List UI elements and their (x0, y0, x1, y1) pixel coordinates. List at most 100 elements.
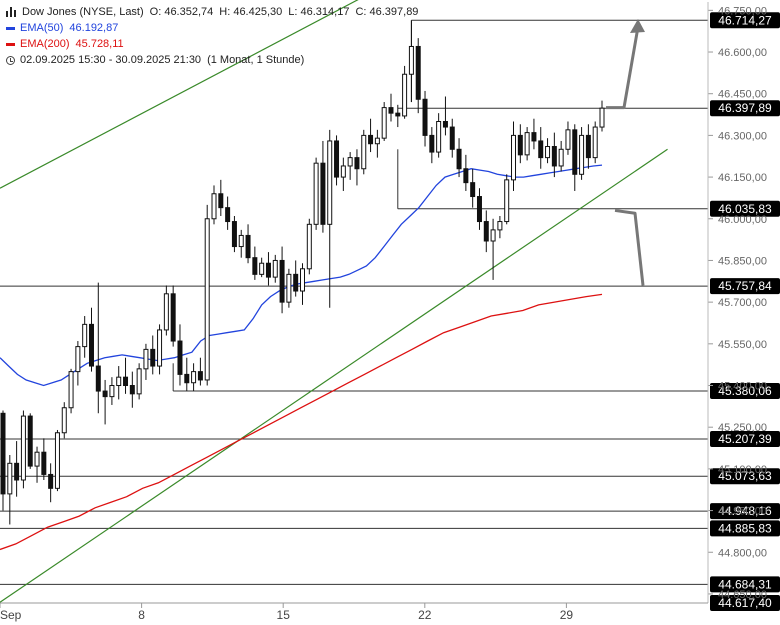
level-label-bg (710, 595, 780, 611)
candle-body (313, 162, 319, 225)
ema50-swatch (6, 26, 15, 30)
period-range: 02.09.2025 15:30 - 30.09.2025 21:30 (20, 54, 202, 66)
candle-body (41, 451, 47, 475)
candle-body (449, 126, 455, 150)
candle-body (54, 432, 60, 489)
ema50-label: EMA(50) (20, 22, 64, 34)
level-label: 45.380,06 (718, 384, 772, 398)
candle-body (245, 234, 251, 259)
candle-body (572, 129, 578, 175)
candle-body (34, 451, 40, 467)
ohlc-row: Dow Jones (NYSE, Last) O: 46.352,74 H: 4… (6, 4, 424, 20)
level-label-bg (710, 278, 780, 295)
candle-body (565, 129, 571, 150)
candle-body (511, 134, 517, 181)
candle-body (415, 45, 421, 100)
candle-body (191, 371, 197, 384)
candle-body (95, 365, 101, 392)
level-label-bg (710, 431, 780, 448)
level-label-bg (710, 200, 780, 217)
y-tick-label: 46.750,00 (718, 5, 767, 17)
candle-body (408, 45, 414, 75)
chart-legend: Dow Jones (NYSE, Last) O: 46.352,74 H: 4… (6, 4, 424, 68)
level-label: 45.757,84 (718, 279, 772, 293)
open-value: O: 46.352,74 (149, 6, 214, 18)
candle-body (368, 134, 374, 145)
support-resistance-levels: 46.714,27 46.397,89 46.035,83 45.757,84 45.3… (0, 12, 780, 611)
candle-body (524, 132, 530, 156)
candle-body (184, 373, 190, 384)
candle-body (579, 134, 585, 175)
y-tick-label: 45.250,00 (718, 422, 767, 434)
y-tick-label: 44.650,00 (718, 589, 767, 601)
y-tick-label: 46.300,00 (718, 130, 767, 142)
level-label-bg (710, 468, 780, 485)
clock-icon (6, 55, 15, 65)
candle-body (463, 168, 469, 184)
candle-body (558, 148, 564, 167)
close-value: C: 46.397,89 (355, 6, 419, 18)
x-tick-label: 22 (418, 608, 432, 622)
candle-body (279, 259, 285, 303)
candle-body (0, 412, 6, 495)
ema50-value: 46.192,87 (69, 22, 119, 34)
ema200-legend: EMA(200) 45.728,11 (6, 36, 424, 52)
candle-body (422, 98, 428, 136)
candle-body (252, 257, 258, 275)
candle-body (490, 229, 496, 242)
y-axis: 46.750,00 46.600,00 46.450,00 46.300,00 46.1… (707, 2, 767, 603)
y-tick-label: 45.100,00 (718, 464, 767, 476)
candle-body (381, 107, 387, 139)
candle-body (320, 162, 326, 225)
ema200-path (0, 293, 603, 551)
x-tick-label: 8 (138, 608, 145, 622)
candle-body (361, 134, 367, 170)
trendlines (0, 0, 668, 603)
candle-body (7, 462, 13, 495)
level-label: 44.948,16 (718, 504, 772, 518)
candle-body (48, 473, 54, 489)
level-label-bg (710, 383, 780, 400)
candle-body (14, 462, 20, 481)
x-tick-label: 29 (560, 608, 574, 622)
candle-body (143, 348, 149, 370)
candle-body (517, 134, 523, 156)
y-tick-label: 46.000,00 (718, 214, 767, 226)
up-arrow-head (630, 19, 645, 34)
instrument-name: Dow Jones (NYSE, Last) (22, 6, 144, 18)
y-tick-label: 46.150,00 (718, 172, 767, 184)
candle-body (300, 268, 305, 292)
candle-body (265, 262, 271, 278)
y-tick-label: 44.950,00 (718, 506, 767, 518)
ema200-value: 45.728,11 (75, 38, 124, 50)
y-tick-label: 46.600,00 (718, 47, 767, 59)
candle-body (429, 134, 435, 153)
candle-body (585, 134, 591, 159)
candle-body (545, 146, 551, 159)
candle-body (150, 348, 156, 367)
level-label: 45.073,63 (718, 469, 772, 483)
candle-body (170, 293, 176, 342)
level-label-bg (710, 100, 780, 117)
candle-body (334, 140, 340, 178)
candle-body (402, 73, 408, 117)
candle-body (197, 371, 203, 381)
candle-body (592, 126, 598, 159)
candle-body (88, 323, 94, 367)
up-arrow (606, 26, 640, 110)
y-tick-label: 45.400,00 (718, 381, 767, 393)
candle-body (225, 207, 231, 223)
candle-body (442, 120, 448, 128)
candle-body (123, 376, 129, 387)
level-label-bg (710, 503, 780, 520)
candle-body (211, 193, 217, 220)
candle-body (218, 193, 224, 209)
candle-body (476, 196, 482, 223)
y-tick-label: 45.550,00 (718, 339, 767, 351)
period-row: 02.09.2025 15:30 - 30.09.2025 21:30 (1 M… (6, 52, 424, 68)
candle-body (109, 385, 115, 398)
ema200-line (0, 293, 603, 551)
candle-body (238, 234, 244, 248)
candle-body (102, 390, 108, 398)
